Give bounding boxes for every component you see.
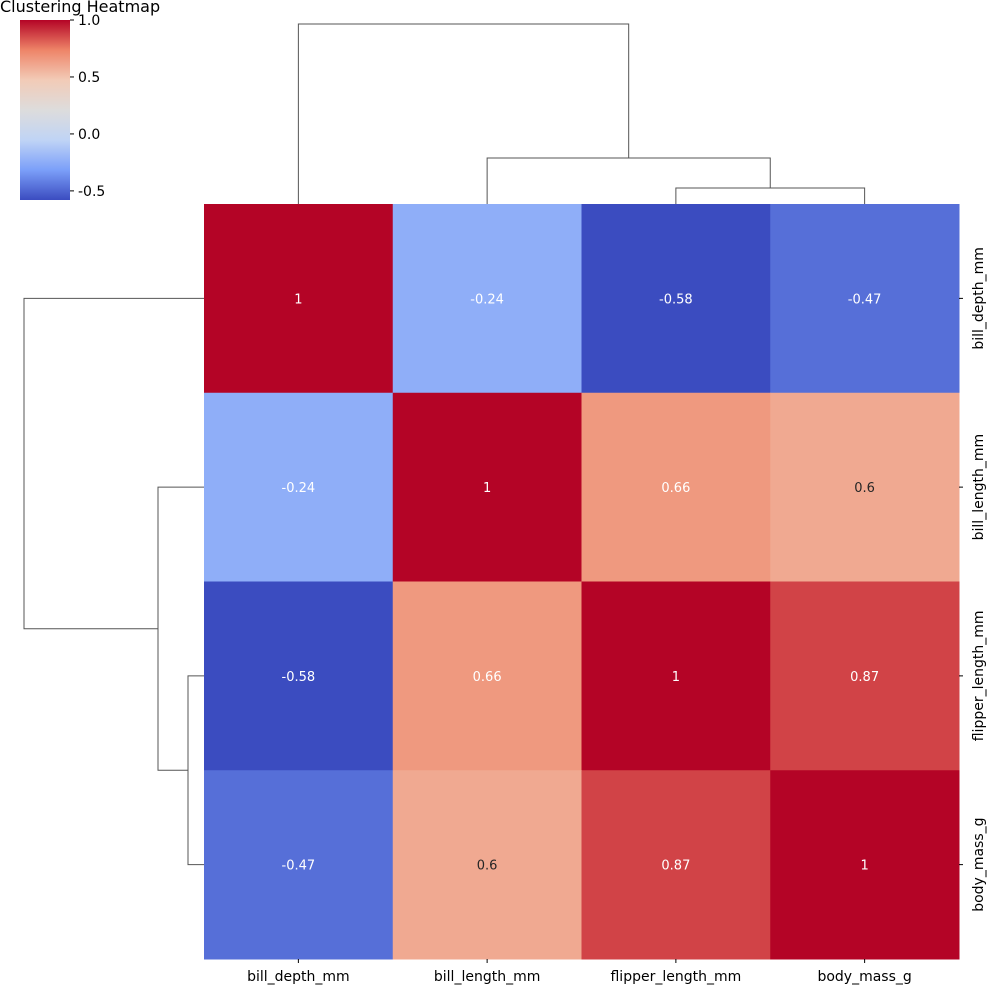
y-tick-label: body_mass_g — [971, 817, 987, 911]
cell-value-label: -0.24 — [470, 292, 504, 307]
y-tick-label: bill_length_mm — [971, 434, 987, 540]
cell-value-label: -0.58 — [282, 670, 316, 685]
cell-value-label: 0.87 — [661, 859, 690, 874]
heatmap-cell — [581, 770, 771, 960]
cell-value-label: 0.66 — [473, 670, 502, 685]
left-dendrogram — [23, 297, 204, 866]
heatmap-cells: 1 -0.24 -0.58 -0.47 -0.24 1 0.66 0.6 -0.58 0.66 1 0… — [204, 204, 960, 960]
heatmap-cell — [581, 581, 771, 771]
cell-value-label: -0.58 — [659, 292, 693, 307]
colorbar-tick-label: -0.5 — [78, 184, 105, 200]
dendro-link-1 — [187, 675, 204, 866]
heatmap-cell — [581, 204, 771, 394]
y-tick-labels: bill_depth_mm bill_length_mm flipper_lengt… — [959, 247, 987, 912]
cell-value-label: 0.6 — [477, 859, 498, 874]
x-tick-label: bill_length_mm — [434, 969, 540, 985]
chart-title: Clustering Heatmap — [0, 0, 160, 16]
heatmap-cell — [392, 770, 582, 960]
heatmap-cell — [204, 581, 394, 771]
y-tick-label: flipper_length_mm — [971, 610, 987, 741]
colorbar-tick-label: 0.5 — [78, 70, 100, 86]
heatmap-cell — [581, 392, 771, 582]
x-tick-label: flipper_length_mm — [610, 969, 741, 985]
dendro-link-2 — [486, 157, 771, 204]
colorbar-gradient — [20, 20, 70, 200]
cell-value-label: -0.47 — [282, 859, 316, 874]
cell-value-label: 1 — [294, 292, 302, 307]
heatmap-cell — [770, 204, 960, 394]
x-tick-label: bill_depth_mm — [247, 969, 350, 985]
cell-value-label: 1 — [483, 481, 491, 496]
cell-value-label: 1 — [672, 670, 680, 685]
x-tick-labels: bill_depth_mm bill_length_mm flipper_lengt… — [247, 959, 912, 985]
heatmap-cell — [770, 392, 960, 582]
top-dendrogram — [297, 23, 866, 204]
colorbar-tick-label: 1.0 — [78, 13, 100, 29]
cell-value-label: 0.66 — [661, 481, 690, 496]
cell-value-label: -0.24 — [282, 481, 316, 496]
cell-value-label: 0.87 — [850, 670, 879, 685]
x-tick-label: body_mass_g — [817, 969, 911, 985]
dendro-link-3 — [23, 297, 204, 630]
heatmap-cell — [392, 581, 582, 771]
heatmap-cell — [204, 770, 394, 960]
colorbar: 1.0 0.5 0.0 -0.5 — [20, 13, 105, 200]
cell-value-label: 0.6 — [854, 481, 875, 496]
dendro-link-2 — [157, 486, 204, 771]
heatmap-cell — [392, 392, 582, 582]
y-tick-label: bill_depth_mm — [971, 247, 987, 350]
dendro-link-3 — [297, 23, 630, 204]
heatmap-cell — [204, 204, 394, 394]
heatmap-cell — [770, 581, 960, 771]
dendro-link-1 — [675, 187, 866, 204]
colorbar-tick-label: 0.0 — [78, 127, 100, 143]
cell-value-label: 1 — [860, 859, 868, 874]
heatmap-cell — [204, 392, 394, 582]
heatmap-cell — [770, 770, 960, 960]
heatmap-cell — [392, 204, 582, 394]
cell-value-label: -0.47 — [848, 292, 882, 307]
